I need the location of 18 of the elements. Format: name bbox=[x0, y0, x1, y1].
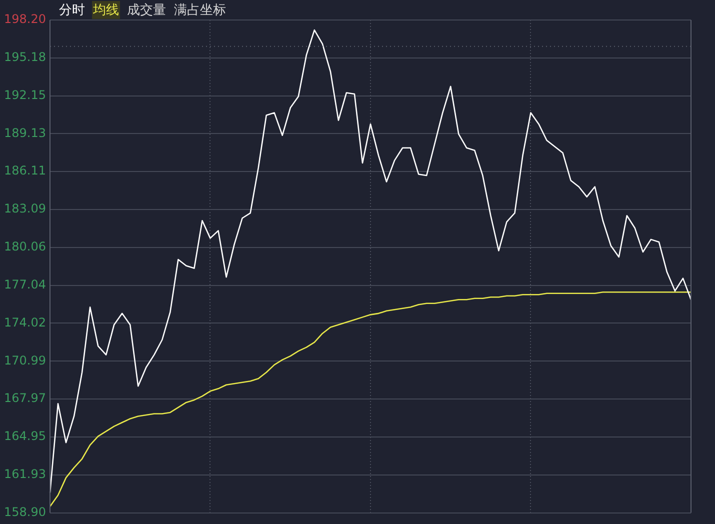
y-tick-label: 174.02 bbox=[4, 315, 46, 330]
y-tick-label: 161.93 bbox=[4, 466, 46, 481]
y-tick-label: 189.13 bbox=[4, 126, 46, 140]
y-tick-label: 192.15 bbox=[4, 88, 46, 102]
text: 分时 bbox=[58, 2, 86, 19]
text: 均线 bbox=[92, 1, 120, 19]
y-tick-label: 158.90 bbox=[4, 504, 46, 519]
y-tick-label: 195.18 bbox=[4, 50, 46, 64]
text: 满占坐标 bbox=[173, 2, 227, 19]
y-tick-label: 183.09 bbox=[4, 202, 46, 216]
y-tick-label: 164.95 bbox=[4, 429, 46, 444]
y-tick-label: 177.04 bbox=[4, 277, 46, 292]
text: 成交量 bbox=[126, 2, 167, 19]
y-tick-label: 167.97 bbox=[4, 391, 46, 406]
y-tick-label: 170.99 bbox=[4, 353, 46, 368]
y-tick-label: 180.06 bbox=[4, 240, 46, 254]
y-tick-label: 186.11 bbox=[4, 164, 46, 178]
y-tick-label: 198.20 bbox=[4, 12, 46, 26]
